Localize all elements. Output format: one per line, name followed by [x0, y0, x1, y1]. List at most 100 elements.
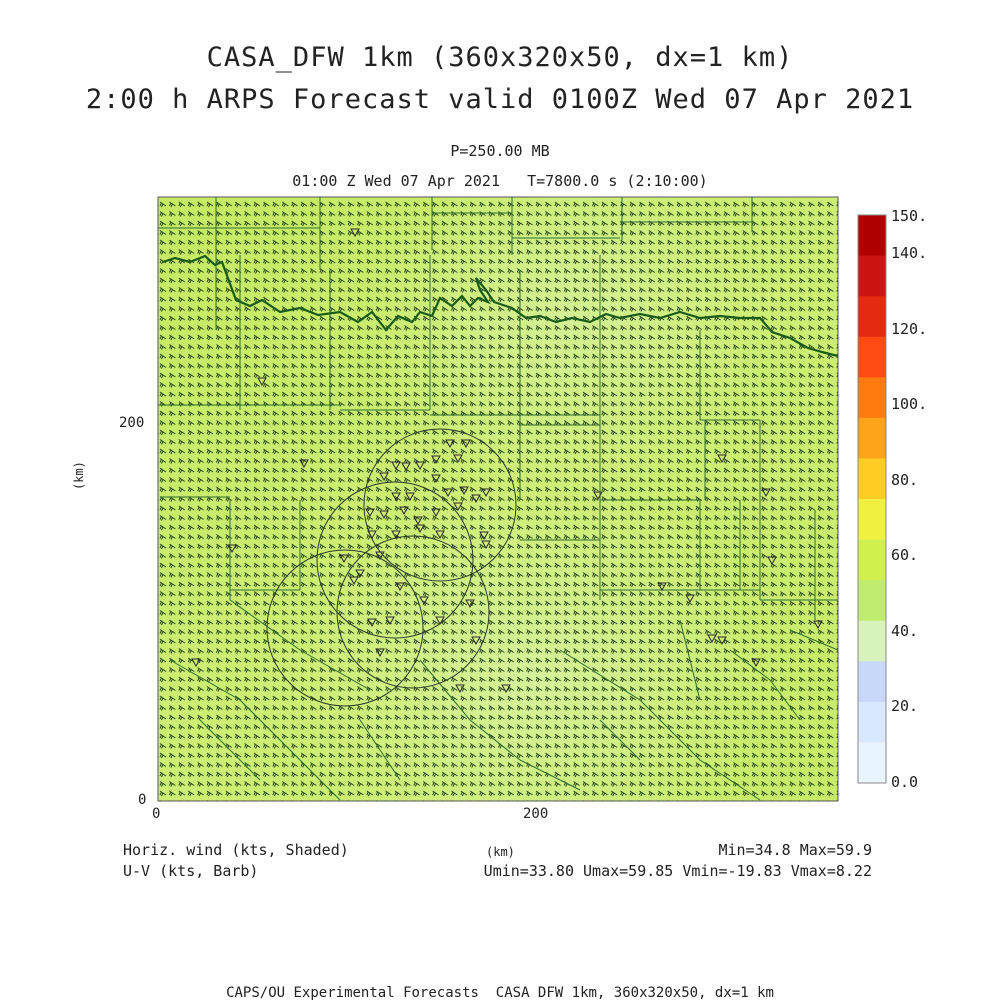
colorbar-swatch — [858, 215, 886, 257]
station-marker — [481, 540, 491, 550]
x-tick-200: 200 — [523, 806, 549, 822]
station-marker — [365, 508, 375, 518]
colorbar-swatch — [858, 539, 886, 581]
y-tick-200: 200 — [119, 415, 145, 431]
x-axis-label: (km) — [486, 845, 515, 859]
colorbar-label-140: 140. — [891, 244, 928, 262]
station-marker — [191, 658, 201, 668]
station-marker — [367, 618, 377, 628]
station-marker — [479, 531, 489, 541]
wind-barbs — [159, 201, 838, 801]
station-marker — [379, 510, 389, 520]
station-marker — [431, 508, 441, 518]
colorbar-label-60: 60. — [891, 546, 919, 564]
colorbar-swatch — [858, 580, 886, 622]
station-marker — [395, 582, 405, 592]
station-marker — [443, 488, 453, 498]
colorbar-swatch — [858, 336, 886, 378]
station-marker — [339, 554, 349, 564]
station-marker — [391, 492, 401, 502]
radar-range-rings — [266, 428, 517, 707]
station-marker — [355, 569, 365, 579]
colorbar-swatch — [858, 255, 886, 297]
station-marker — [761, 488, 771, 498]
colorbar-frame — [857, 214, 887, 784]
credit-line: CAPS/OU Experimental Forecasts CASA DFW … — [226, 985, 774, 1001]
forecast-title: 2:00 h ARPS Forecast valid 0100Z Wed 07 … — [85, 84, 915, 115]
colorbar-label-150: 150. — [891, 207, 928, 225]
station-marker — [391, 530, 401, 540]
y-axis-label: (km) — [72, 461, 86, 490]
colorbar — [858, 215, 886, 784]
station-marker — [455, 684, 465, 694]
colorbar-swatch — [858, 742, 886, 784]
min-max-stats: Min=34.8 Max=59.9 — [718, 841, 872, 859]
colorbar-label-120: 120. — [891, 320, 928, 338]
station-marker — [481, 488, 491, 498]
uv-stats: Umin=33.80 Umax=59.85 Vmin=-19.83 Vmax=8… — [483, 862, 872, 880]
station-marker — [707, 634, 717, 644]
station-marker — [813, 620, 823, 630]
station-marker — [459, 486, 469, 496]
station-marker — [465, 599, 475, 609]
pressure-level: P=250.00 MB — [450, 142, 550, 160]
colorbar-swatch — [858, 661, 886, 703]
station-marker — [685, 594, 695, 604]
station-marker — [299, 459, 309, 469]
station-marker — [435, 530, 445, 540]
county-boundaries — [158, 197, 838, 801]
colorbar-label-40: 40. — [891, 622, 919, 640]
station-marker — [379, 472, 389, 482]
colorbar-swatch — [858, 458, 886, 500]
station-marker — [767, 556, 777, 566]
station-marker — [593, 491, 603, 501]
station-marker — [415, 461, 425, 471]
surface-stations — [191, 228, 823, 694]
station-marker — [257, 377, 267, 387]
red-river-state-line — [162, 254, 838, 358]
station-marker — [435, 616, 445, 626]
station-marker — [431, 474, 441, 484]
field-description-shaded: Horiz. wind (kts, Shaded) — [123, 841, 349, 859]
station-marker — [419, 596, 429, 606]
colorbar-swatch — [858, 296, 886, 338]
station-marker — [399, 506, 409, 516]
station-marker — [501, 684, 511, 694]
colorbar-label-20: 20. — [891, 697, 919, 715]
station-marker — [657, 582, 667, 592]
map-title: CASA_DFW 1km (360x320x50, dx=1 km) — [206, 42, 794, 73]
station-marker — [375, 551, 385, 561]
station-marker — [453, 454, 463, 464]
station-marker — [375, 648, 385, 658]
station-marker — [471, 636, 481, 646]
station-marker — [349, 576, 359, 586]
station-marker — [717, 454, 727, 464]
station-marker — [751, 658, 761, 668]
field-description-barb: U-V (kts, Barb) — [123, 862, 259, 880]
station-marker — [471, 494, 481, 504]
station-marker — [461, 439, 471, 449]
colorbar-swatch — [858, 377, 886, 419]
colorbar-swatch — [858, 701, 886, 743]
station-marker — [401, 462, 411, 472]
colorbar-swatch — [858, 499, 886, 541]
colorbar-label-0: 0.0 — [891, 773, 919, 791]
station-marker — [413, 516, 423, 526]
y-tick-0: 0 — [138, 792, 147, 808]
wind-barb-field — [159, 201, 838, 801]
station-marker — [453, 502, 463, 512]
colorbar-swatch — [858, 620, 886, 662]
station-marker — [405, 492, 415, 502]
station-marker — [431, 455, 441, 465]
colorbar-label-100: 100. — [891, 395, 928, 413]
station-marker — [227, 544, 237, 554]
station-marker — [367, 530, 377, 540]
station-marker — [415, 524, 425, 534]
colorbar-label-80: 80. — [891, 471, 919, 489]
colorbar-swatch — [858, 417, 886, 459]
valid-time: 01:00 Z Wed 07 Apr 2021 T=7800.0 s (2:10… — [292, 172, 708, 190]
plot-frame — [157, 196, 839, 802]
station-marker — [385, 616, 395, 626]
station-marker — [391, 461, 401, 471]
